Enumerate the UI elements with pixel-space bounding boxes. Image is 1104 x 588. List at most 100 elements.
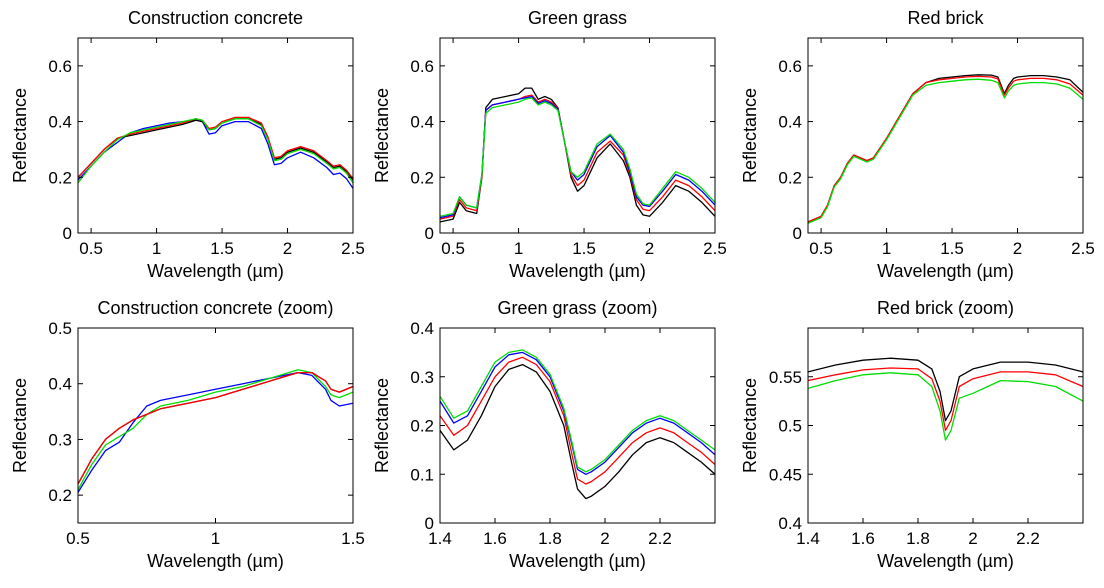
x-tick-label: 1.8 <box>906 529 930 548</box>
chart-title: Red brick <box>907 8 984 28</box>
x-tick-label: 1.5 <box>940 239 964 258</box>
y-tick-label: 0.2 <box>410 168 434 187</box>
plot-frame <box>77 327 354 524</box>
y-axis-label: Reflectance <box>740 88 760 183</box>
y-tick-label: 0.2 <box>410 417 434 436</box>
series-line-black <box>808 357 1083 422</box>
x-tick-label: 1.4 <box>796 529 820 548</box>
plot-frame <box>439 327 716 524</box>
x-axis-label: Wavelength (µm) <box>509 261 646 281</box>
x-tick-label: 2 <box>968 529 977 548</box>
y-tick-label: 0.2 <box>48 168 72 187</box>
series-line-red <box>78 371 353 485</box>
y-tick-label: 0 <box>793 224 802 243</box>
series-line-red <box>808 367 1083 432</box>
y-tick-label: 0.4 <box>48 375 72 394</box>
x-tick-label: 1.5 <box>572 239 596 258</box>
y-tick-label: 0.45 <box>769 465 802 484</box>
chart-title: Green grass <box>528 8 627 28</box>
y-tick-label: 0.3 <box>410 368 434 387</box>
x-axis-label: Wavelength (µm) <box>147 261 284 281</box>
y-axis-label: Reflectance <box>10 378 30 473</box>
y-axis-label: Reflectance <box>10 88 30 183</box>
x-tick-label: 1 <box>882 239 891 258</box>
chart-panel-4: Construction concrete (zoom) 0.5 1 1.5 0.2 0.… <box>10 298 365 571</box>
chart-panel-1: Construction concrete 0.5 1 1.5 2 2.5 0 0.2 0.4 0… <box>10 8 365 281</box>
chart-panel-5: Green grass (zoom) 1.4 1.6 1.8 2 2.2 0 0.1 0.2 0.… <box>372 298 716 571</box>
x-tick-label: 2.5 <box>1071 239 1095 258</box>
x-tick-label: 2 <box>645 239 654 258</box>
x-tick-label: 1.5 <box>341 529 365 548</box>
plot-frame <box>77 37 354 234</box>
x-axis-label: Wavelength (µm) <box>147 551 284 571</box>
y-tick-label: 0.2 <box>48 486 72 505</box>
series-line-red <box>440 356 715 485</box>
x-tick-label: 1.4 <box>428 529 452 548</box>
series-line-blue <box>78 119 353 189</box>
series-line-green <box>808 372 1083 441</box>
series-line-green <box>440 349 715 473</box>
y-tick-label: 0.6 <box>48 57 72 76</box>
x-tick-label: 2.2 <box>648 529 672 548</box>
x-tick-label: 0.5 <box>809 239 833 258</box>
series-line-black <box>808 74 1083 223</box>
series-line-red <box>78 116 353 180</box>
y-tick-label: 0.5 <box>778 417 802 436</box>
x-axis-label: Wavelength (µm) <box>509 551 646 571</box>
y-tick-label: 0 <box>425 514 434 533</box>
x-axis-label: Wavelength (µm) <box>877 261 1014 281</box>
plot-frame <box>807 327 1084 524</box>
y-tick-label: 0 <box>425 224 434 243</box>
y-tick-label: 0.6 <box>410 57 434 76</box>
x-tick-label: 1.6 <box>851 529 875 548</box>
y-tick-label: 0.2 <box>778 168 802 187</box>
series-line-black <box>440 87 715 223</box>
x-tick-label: 0.5 <box>66 529 90 548</box>
x-tick-label: 1.5 <box>210 239 234 258</box>
x-tick-label: 2 <box>283 239 292 258</box>
y-axis-label: Reflectance <box>372 378 392 473</box>
series-line-red <box>440 94 715 220</box>
x-tick-label: 2.5 <box>341 239 365 258</box>
chart-panel-2: Green grass 0.5 1 1.5 2 2.5 0 0.2 0.4 0.6 Waveleng… <box>372 8 727 281</box>
plot-frame <box>807 37 1084 234</box>
x-tick-label: 1.8 <box>538 529 562 548</box>
series-line-blue <box>440 95 715 219</box>
series-line-blue <box>440 351 715 475</box>
y-tick-label: 0.4 <box>410 113 434 132</box>
x-tick-label: 2 <box>600 529 609 548</box>
series-line-green <box>808 78 1083 224</box>
x-tick-label: 1.6 <box>483 529 507 548</box>
chart-title: Green grass (zoom) <box>497 298 657 318</box>
y-tick-label: 0 <box>63 224 72 243</box>
x-tick-label: 1 <box>211 529 220 548</box>
y-tick-label: 0.4 <box>778 514 802 533</box>
x-tick-label: 2 <box>1013 239 1022 258</box>
chart-title: Construction concrete <box>128 8 303 28</box>
x-tick-label: 2.5 <box>703 239 727 258</box>
chart-panel-6: Red brick (zoom) 1.4 1.6 1.8 2 2.2 0.4 0.45 0.5 0… <box>740 298 1084 571</box>
y-tick-label: 0.6 <box>778 57 802 76</box>
x-tick-label: 0.5 <box>441 239 465 258</box>
chart-title: Red brick (zoom) <box>877 298 1014 318</box>
series-line-green <box>440 97 715 217</box>
chart-title: Construction concrete (zoom) <box>97 298 333 318</box>
y-tick-label: 0.4 <box>410 319 434 338</box>
series-line-red <box>808 75 1083 223</box>
x-axis-label: Wavelength (µm) <box>877 551 1014 571</box>
series-line-green <box>78 118 353 184</box>
series-line-green <box>78 369 353 490</box>
y-tick-label: 0.55 <box>769 368 802 387</box>
x-tick-label: 1 <box>152 239 161 258</box>
plot-frame <box>439 37 716 234</box>
y-axis-label: Reflectance <box>372 88 392 183</box>
y-tick-label: 0.4 <box>778 113 802 132</box>
y-tick-label: 0.3 <box>48 430 72 449</box>
series-line-blue <box>78 371 353 493</box>
x-tick-label: 1 <box>514 239 523 258</box>
x-tick-label: 2.2 <box>1016 529 1040 548</box>
y-axis-label: Reflectance <box>740 378 760 473</box>
y-tick-label: 0.1 <box>410 465 434 484</box>
x-tick-label: 0.5 <box>79 239 103 258</box>
